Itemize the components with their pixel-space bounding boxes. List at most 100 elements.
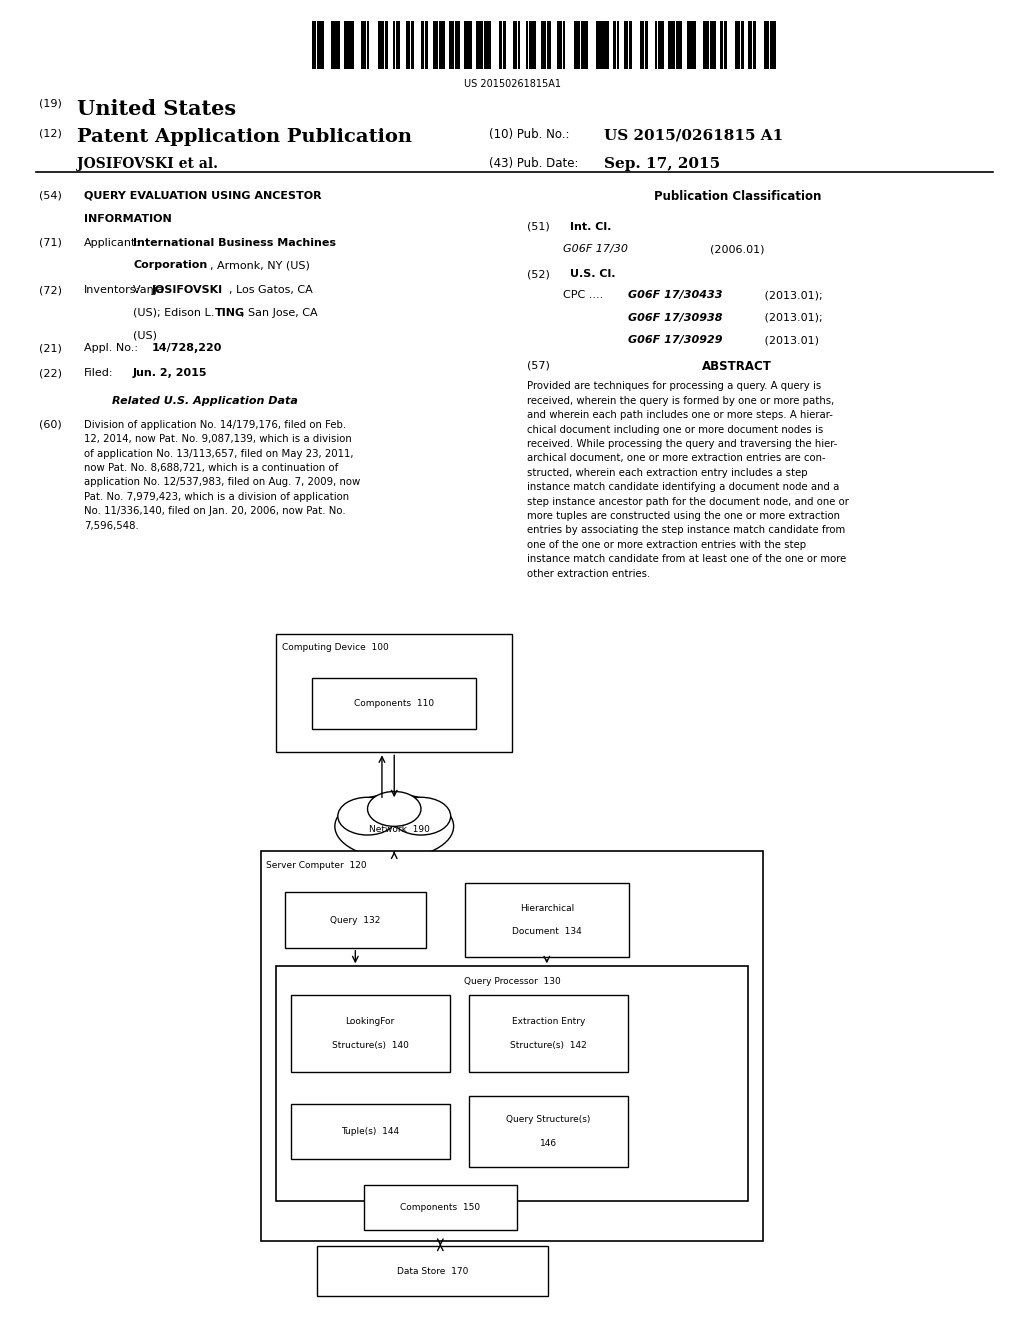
Bar — [720, 21, 723, 69]
Bar — [469, 21, 472, 69]
Bar — [421, 21, 424, 69]
Bar — [703, 21, 709, 69]
Bar — [735, 21, 740, 69]
Text: (US): (US) — [133, 330, 157, 341]
Text: Computing Device  100: Computing Device 100 — [282, 643, 388, 652]
Text: INFORMATION: INFORMATION — [84, 214, 172, 224]
Bar — [658, 21, 665, 69]
Text: Network  190: Network 190 — [369, 825, 430, 834]
Text: , San Jose, CA: , San Jose, CA — [241, 308, 317, 318]
Text: Filed:: Filed: — [84, 368, 114, 379]
Text: Components  110: Components 110 — [354, 700, 434, 708]
Bar — [640, 21, 644, 69]
Bar — [689, 21, 695, 69]
Text: LookingFor: LookingFor — [345, 1018, 395, 1026]
Text: Query  132: Query 132 — [330, 916, 381, 924]
Bar — [338, 21, 340, 69]
Bar — [518, 21, 520, 69]
Text: Related U.S. Application Data: Related U.S. Application Data — [112, 396, 298, 407]
Bar — [433, 21, 438, 69]
Text: Structure(s)  140: Structure(s) 140 — [332, 1041, 409, 1049]
Text: Sep. 17, 2015: Sep. 17, 2015 — [604, 157, 720, 172]
Bar — [396, 21, 399, 69]
FancyBboxPatch shape — [364, 1185, 517, 1230]
Bar — [562, 21, 565, 69]
Text: US 20150261815A1: US 20150261815A1 — [464, 79, 560, 90]
FancyBboxPatch shape — [291, 1104, 450, 1159]
Text: G06F 17/30929: G06F 17/30929 — [628, 335, 722, 346]
Text: Publication Classification: Publication Classification — [653, 190, 821, 203]
Text: Jun. 2, 2015: Jun. 2, 2015 — [133, 368, 208, 379]
Bar — [513, 21, 517, 69]
Text: QUERY EVALUATION USING ANCESTOR: QUERY EVALUATION USING ANCESTOR — [84, 190, 322, 201]
Bar — [557, 21, 562, 69]
Bar — [668, 21, 676, 69]
FancyBboxPatch shape — [276, 966, 748, 1201]
Bar — [368, 21, 369, 69]
Bar — [710, 21, 716, 69]
Text: Query Processor  130: Query Processor 130 — [464, 977, 560, 986]
Bar — [541, 21, 547, 69]
Bar — [484, 21, 490, 69]
FancyBboxPatch shape — [285, 892, 426, 948]
Bar — [574, 21, 581, 69]
Text: CPC ....: CPC .... — [563, 290, 610, 301]
FancyBboxPatch shape — [276, 634, 512, 752]
Text: (57): (57) — [527, 360, 550, 371]
Bar — [613, 21, 616, 69]
Text: 146: 146 — [540, 1139, 557, 1147]
FancyBboxPatch shape — [261, 851, 763, 1241]
Text: , Los Gatos, CA: , Los Gatos, CA — [229, 285, 313, 296]
Bar — [654, 21, 657, 69]
Text: (22): (22) — [39, 368, 61, 379]
Bar — [317, 21, 324, 69]
Text: Document  134: Document 134 — [512, 928, 582, 936]
Text: (54): (54) — [39, 190, 61, 201]
Bar — [344, 21, 346, 69]
Bar — [360, 21, 367, 69]
Text: International Business Machines: International Business Machines — [133, 238, 336, 248]
FancyBboxPatch shape — [469, 995, 628, 1072]
FancyBboxPatch shape — [312, 678, 476, 729]
FancyBboxPatch shape — [465, 883, 629, 957]
Bar — [687, 21, 688, 69]
Bar — [503, 21, 506, 69]
Bar — [602, 21, 609, 69]
Text: JOSIFOVSKI: JOSIFOVSKI — [152, 285, 222, 296]
Bar — [645, 21, 648, 69]
Text: Hierarchical: Hierarchical — [520, 904, 573, 912]
Bar — [499, 21, 503, 69]
Text: Corporation: Corporation — [133, 260, 208, 271]
Bar — [347, 21, 354, 69]
Text: (2006.01): (2006.01) — [710, 244, 764, 255]
Text: (43) Pub. Date:: (43) Pub. Date: — [489, 157, 579, 170]
Text: G06F 17/30433: G06F 17/30433 — [628, 290, 722, 301]
Text: TING: TING — [215, 308, 245, 318]
Text: Structure(s)  142: Structure(s) 142 — [510, 1041, 587, 1049]
Bar — [547, 21, 551, 69]
Text: ABSTRACT: ABSTRACT — [702, 360, 772, 374]
Bar — [753, 21, 757, 69]
Text: Inventors:: Inventors: — [84, 285, 140, 296]
Text: Provided are techniques for processing a query. A query is
received, wherein the: Provided are techniques for processing a… — [527, 381, 849, 578]
Text: Vanja: Vanja — [133, 285, 167, 296]
FancyBboxPatch shape — [317, 1246, 548, 1296]
Text: (51): (51) — [527, 222, 550, 232]
Bar — [378, 21, 384, 69]
Text: 14/728,220: 14/728,220 — [152, 343, 222, 354]
Text: (19): (19) — [39, 99, 61, 110]
Text: Appl. No.:: Appl. No.: — [84, 343, 138, 354]
Text: Int. Cl.: Int. Cl. — [570, 222, 611, 232]
Bar — [616, 21, 618, 69]
Bar — [582, 21, 588, 69]
Text: Patent Application Publication: Patent Application Publication — [77, 128, 412, 147]
Bar — [392, 21, 395, 69]
Text: Components  150: Components 150 — [400, 1204, 480, 1212]
Bar — [332, 21, 337, 69]
Text: (72): (72) — [39, 285, 61, 296]
Text: (2013.01);: (2013.01); — [761, 313, 822, 323]
Bar — [770, 21, 776, 69]
Bar — [764, 21, 769, 69]
Bar — [740, 21, 744, 69]
Bar — [438, 21, 444, 69]
